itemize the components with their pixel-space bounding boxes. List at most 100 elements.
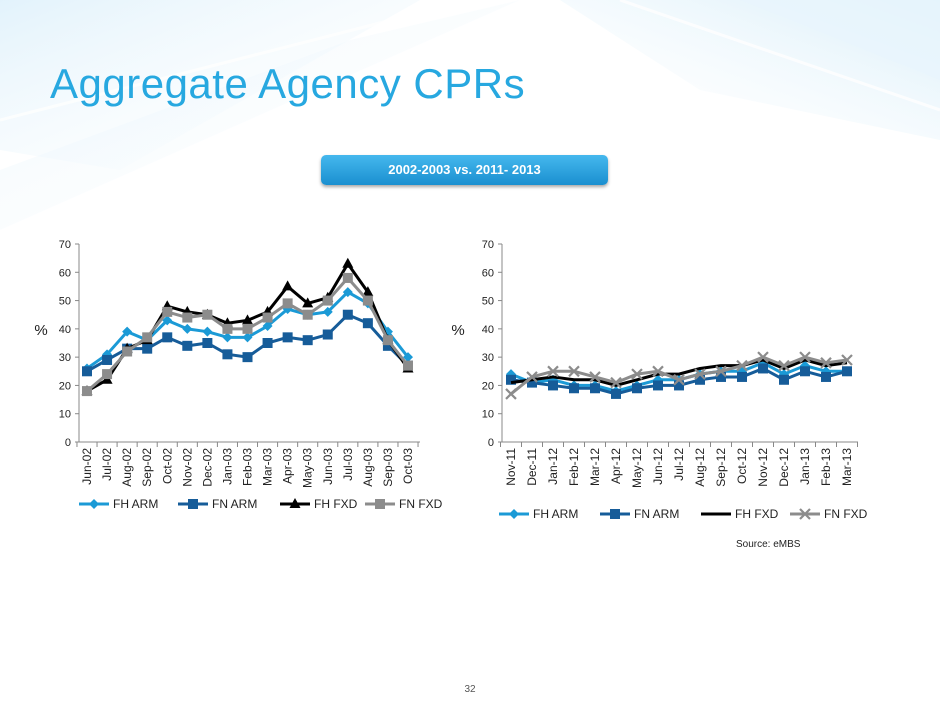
data-point — [694, 368, 706, 380]
data-point — [611, 388, 621, 399]
page-number: 32 — [464, 684, 476, 695]
legend-entry: FN FXD — [790, 507, 868, 521]
y-tick-label: 30 — [59, 352, 71, 364]
data-point — [779, 374, 789, 385]
data-point — [202, 326, 213, 337]
data-point — [342, 287, 353, 298]
x-tick-label: May-03 — [301, 448, 315, 488]
series-fn-fxd — [82, 272, 413, 397]
x-tick-label: Nov-11 — [504, 448, 518, 486]
x-tick-label: Feb-03 — [241, 448, 255, 486]
x-tick-label: Jul-03 — [341, 448, 355, 481]
legend-label: FH FXD — [735, 507, 779, 521]
data-point — [222, 323, 233, 334]
data-point — [632, 383, 642, 394]
legend-marker — [289, 498, 301, 508]
data-point — [242, 332, 253, 343]
x-tick-label: Feb-13 — [819, 448, 833, 486]
legend-marker — [188, 499, 198, 509]
data-point — [821, 371, 831, 382]
data-point — [122, 326, 133, 337]
x-tick-label: Aug-12 — [693, 448, 707, 487]
legend-label: FN FXD — [824, 507, 868, 521]
data-point — [736, 359, 748, 372]
x-tick-label: Dec-02 — [200, 448, 214, 487]
data-point — [142, 332, 153, 343]
x-tick-label: Dec-11 — [525, 448, 539, 486]
data-point — [162, 332, 173, 343]
data-point — [302, 297, 314, 308]
legend-entry: FN ARM — [600, 507, 679, 521]
legend-label: FN ARM — [634, 507, 679, 521]
x-tick-label: May-12 — [630, 448, 644, 488]
data-point — [342, 309, 353, 320]
data-point — [842, 366, 852, 377]
data-point — [182, 340, 193, 351]
legend-label: FH ARM — [113, 497, 158, 511]
data-point — [820, 357, 832, 369]
data-point — [222, 349, 233, 360]
x-tick-label: Jan-12 — [546, 448, 560, 485]
x-tick-label: Jun-02 — [80, 448, 94, 485]
data-point — [162, 306, 173, 317]
data-point — [242, 352, 253, 363]
data-point — [262, 321, 273, 332]
data-point — [382, 335, 393, 346]
legend-marker — [509, 509, 519, 519]
data-point — [631, 368, 643, 380]
x-tick-label: Nov-02 — [180, 448, 194, 487]
x-tick-label: Jan-03 — [220, 448, 234, 485]
data-point — [142, 343, 153, 354]
x-tick-label: Sep-03 — [381, 448, 395, 487]
legend-entry: FN FXD — [365, 497, 443, 511]
data-point — [737, 371, 747, 382]
x-tick-label: Oct-12 — [735, 448, 749, 484]
series-fn-fxd — [505, 351, 853, 400]
data-point — [282, 332, 293, 343]
y-tick-label: 70 — [59, 239, 71, 251]
data-point — [162, 315, 173, 326]
x-tick-label: Oct-03 — [401, 448, 415, 484]
x-tick-label: Jul-12 — [672, 448, 686, 481]
data-point — [590, 383, 600, 394]
data-point — [282, 280, 294, 291]
data-point — [674, 380, 684, 391]
x-tick-label: Oct-02 — [160, 448, 174, 484]
data-point — [322, 329, 333, 340]
x-tick-label: Jan-13 — [798, 448, 812, 485]
data-point — [403, 352, 413, 363]
legend-entry: FH ARM — [79, 497, 158, 511]
data-point — [322, 306, 333, 317]
legend-marker — [799, 508, 811, 520]
data-point — [362, 318, 373, 329]
series-fh-fxd — [510, 358, 848, 387]
data-point — [222, 332, 233, 343]
y-tick-label: 50 — [482, 296, 494, 308]
data-point — [527, 377, 537, 388]
data-point — [242, 323, 253, 334]
source-note: Source: eMBS — [736, 539, 801, 550]
y-tick-label: 70 — [482, 239, 494, 251]
data-point — [799, 351, 811, 363]
legend-marker — [89, 499, 99, 509]
data-point — [202, 309, 213, 320]
y-tick-label: 60 — [59, 267, 71, 279]
data-point — [362, 286, 374, 297]
data-point — [715, 365, 727, 378]
y-tick-label: 10 — [59, 409, 71, 421]
legend-label: FH ARM — [533, 507, 578, 521]
data-point — [841, 354, 853, 366]
legend-label: FN FXD — [399, 497, 443, 511]
data-point — [342, 272, 353, 283]
x-tick-label: Mar-03 — [261, 448, 275, 486]
data-point — [505, 388, 517, 400]
data-point — [653, 380, 663, 391]
x-tick-label: Jun-03 — [321, 448, 335, 485]
x-tick-label: Jun-12 — [651, 448, 665, 485]
data-point — [652, 365, 664, 378]
slide-title: Aggregate Agency CPRs — [50, 60, 526, 107]
x-tick-label: Apr-12 — [609, 448, 623, 484]
y-axis-label: % — [34, 322, 47, 339]
